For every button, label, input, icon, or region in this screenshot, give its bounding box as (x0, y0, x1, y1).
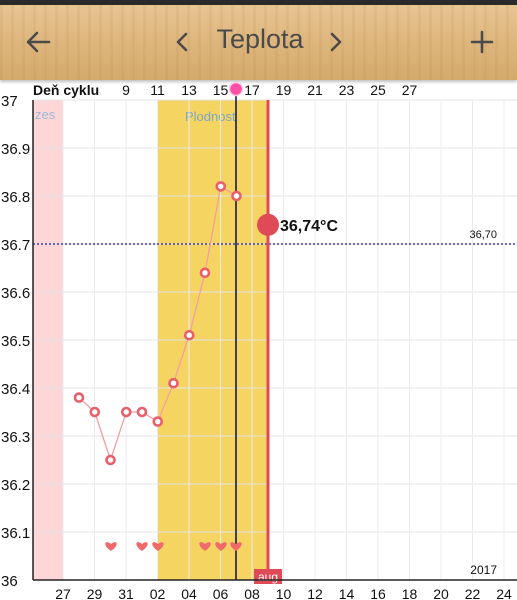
y-tick-label: 36.9 (1, 141, 30, 158)
date-tick-label: 06 (213, 586, 229, 600)
heart-icon (136, 542, 148, 551)
cycle-tick-label: 23 (339, 82, 355, 98)
y-tick-label: 36.8 (1, 189, 30, 206)
today-marker-icon[interactable] (228, 81, 244, 97)
heart-icon (105, 542, 117, 551)
cycle-tick-label: 19 (276, 82, 292, 98)
date-tick-label: 02 (150, 586, 166, 600)
y-tick-label: 36.5 (1, 333, 30, 350)
heart-icon (199, 542, 211, 551)
heart-icon (215, 542, 227, 551)
cycle-tick-label: 27 (402, 82, 418, 98)
cycle-tick-label: 17 (244, 82, 260, 98)
add-icon[interactable] (462, 22, 502, 62)
prev-chevron-icon[interactable] (168, 22, 196, 62)
top-app-bar: Teplota (0, 0, 517, 80)
heart-icon (152, 542, 164, 551)
temperature-point[interactable] (152, 416, 164, 427)
heart-icon (230, 542, 242, 551)
temperature-point[interactable] (89, 406, 101, 418)
date-tick-label: 14 (339, 586, 355, 600)
temperature-point[interactable] (183, 329, 195, 341)
y-tick-label: 36.3 (1, 429, 30, 446)
date-tick-label: 24 (496, 586, 512, 600)
date-tick-label: 16 (370, 586, 386, 600)
cycle-tick-label: 9 (122, 82, 130, 98)
temperature-point[interactable] (120, 406, 132, 418)
date-tick-label: 08 (244, 586, 260, 600)
cycle-tick-label: 11 (150, 82, 165, 98)
date-tick-label: 10 (276, 586, 292, 600)
temperature-point[interactable] (231, 190, 242, 202)
y-tick-label: 36.1 (1, 525, 30, 542)
date-tick-label: 27 (55, 586, 71, 600)
date-tick-label: 18 (402, 586, 418, 600)
cycle-tick-label: 21 (307, 82, 323, 98)
page-title: Teplota (216, 24, 304, 54)
y-tick-label: 37 (1, 93, 18, 110)
back-arrow-icon[interactable] (18, 22, 58, 62)
date-tick-label: 22 (465, 586, 481, 600)
cycle-tick-label: 13 (181, 82, 197, 98)
cycle-tick-label: 15 (213, 82, 229, 98)
date-tick-label: 31 (118, 586, 134, 600)
cycle-day-label: Deň cyklu (33, 82, 99, 98)
y-tick-label: 36 (1, 573, 18, 590)
year-label: 2017 (470, 563, 497, 577)
cycle-tick-label: 25 (370, 82, 386, 98)
coverline-label: 36,70 (469, 229, 497, 241)
month-label: aug (258, 570, 278, 584)
next-chevron-icon[interactable] (322, 22, 350, 62)
y-tick-label: 36.4 (1, 381, 30, 398)
date-tick-label: 29 (87, 586, 103, 600)
month-tag: aug (254, 569, 282, 584)
y-tick-label: 36.2 (1, 477, 30, 494)
temperature-point[interactable] (136, 406, 148, 418)
date-tick-label: 12 (307, 586, 323, 600)
menses-label: zes (35, 107, 56, 122)
y-tick-label: 36.6 (1, 285, 30, 302)
temperature-point[interactable] (168, 377, 179, 389)
current-temp-dot[interactable] (257, 213, 279, 236)
date-tick-label: 04 (181, 586, 197, 600)
temperature-point[interactable] (199, 267, 211, 279)
date-tick-label: 20 (433, 586, 449, 600)
temperature-point[interactable] (215, 181, 227, 192)
current-temp-label: 36,74°C (280, 218, 338, 235)
temperature-point[interactable] (105, 454, 116, 466)
temperature-chart[interactable]: zes Plodnosť Deň cyklu 37 36.9 36.8 36.7 36.… (0, 80, 517, 600)
y-tick-label: 36.7 (1, 237, 30, 254)
fertile-label: Plodnosť (185, 109, 237, 124)
temperature-point[interactable] (73, 392, 85, 403)
